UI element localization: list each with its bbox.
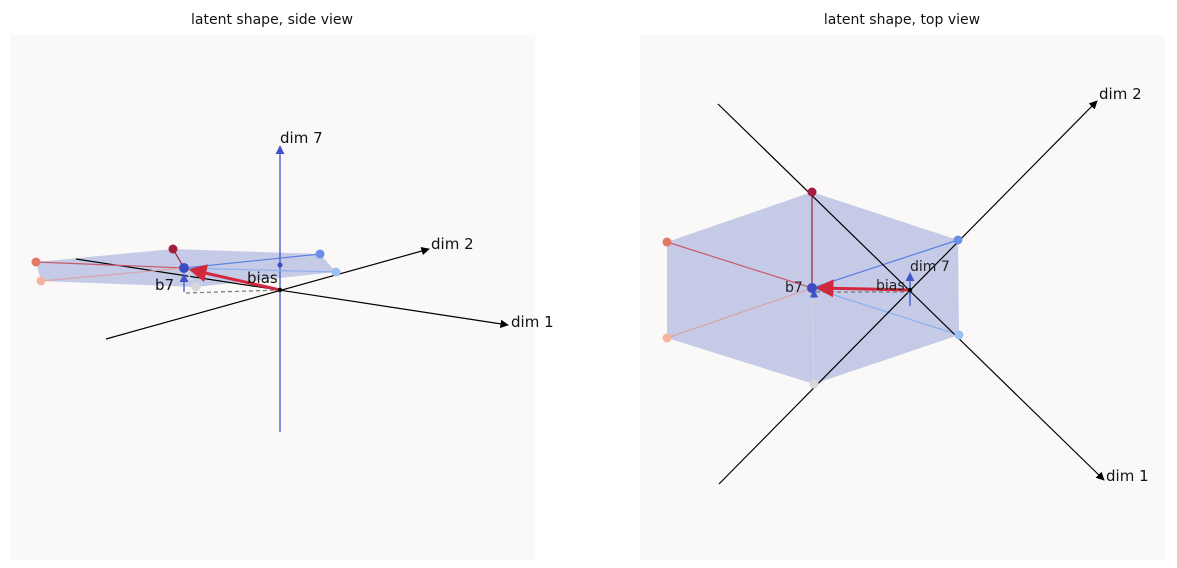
spoke-to-vertex-4 (183, 267, 337, 273)
bias-label: bias (247, 269, 278, 287)
vertex-point-2 (807, 187, 817, 197)
vertex-point-4 (331, 267, 341, 277)
bias-label: bias (876, 278, 905, 294)
vertex-point-1 (31, 257, 41, 267)
b7-label: b7 (785, 280, 803, 296)
vertex-point-6 (662, 333, 672, 343)
spoke-to-vertex-5 (811, 287, 815, 385)
dim2-axis (105, 246, 430, 340)
right-panel: dim 2 dim 1 dim 7 bias b7 (640, 35, 1165, 560)
origin-point (277, 287, 283, 293)
center-point (807, 283, 817, 293)
vertex-point-5 (809, 379, 819, 389)
spoke-to-vertex-4 (811, 287, 960, 336)
left-panel-background (10, 35, 535, 560)
dim7-marker-dot (277, 262, 283, 268)
vertex-point-1 (662, 237, 672, 247)
spoke-to-vertex-1 (666, 241, 813, 289)
dim1-axis (717, 103, 1105, 481)
vertex-point-5 (191, 282, 201, 292)
bias-vector (815, 279, 911, 298)
vertex-point-2 (168, 244, 178, 254)
b7-label: b7 (155, 276, 174, 294)
vertex-point-6 (36, 276, 46, 286)
right-panel-title: latent shape, top view (823, 12, 981, 28)
spoke-to-vertex-6 (40, 267, 185, 282)
dim2-axis-label: dim 2 (431, 235, 474, 253)
projection-dashed-line (185, 289, 281, 294)
dim1-axis-label: dim 1 (1106, 467, 1149, 485)
dim1-axis (75, 258, 509, 329)
dim1-axis-label: dim 1 (511, 313, 554, 331)
polygon-spokes (666, 192, 960, 385)
vertex-point-4 (954, 330, 964, 340)
vertex-point-3 (953, 235, 963, 245)
dim7-axis-label: dim 7 (280, 129, 323, 147)
center-point (179, 263, 189, 273)
vertex-point-3 (315, 249, 325, 259)
dim2-axis-label: dim 2 (1099, 85, 1142, 103)
bias-vector (188, 264, 281, 292)
origin-point (907, 287, 913, 293)
left-panel-title: latent shape, side view (191, 12, 353, 28)
spoke-to-vertex-1 (35, 261, 185, 269)
spoke-to-vertex-3 (811, 239, 959, 289)
spoke-to-vertex-6 (666, 287, 813, 339)
left-panel: dim 7 dim 2 dim 1 bias b7 (10, 35, 554, 560)
dim7-axis-label: dim 7 (910, 259, 950, 275)
